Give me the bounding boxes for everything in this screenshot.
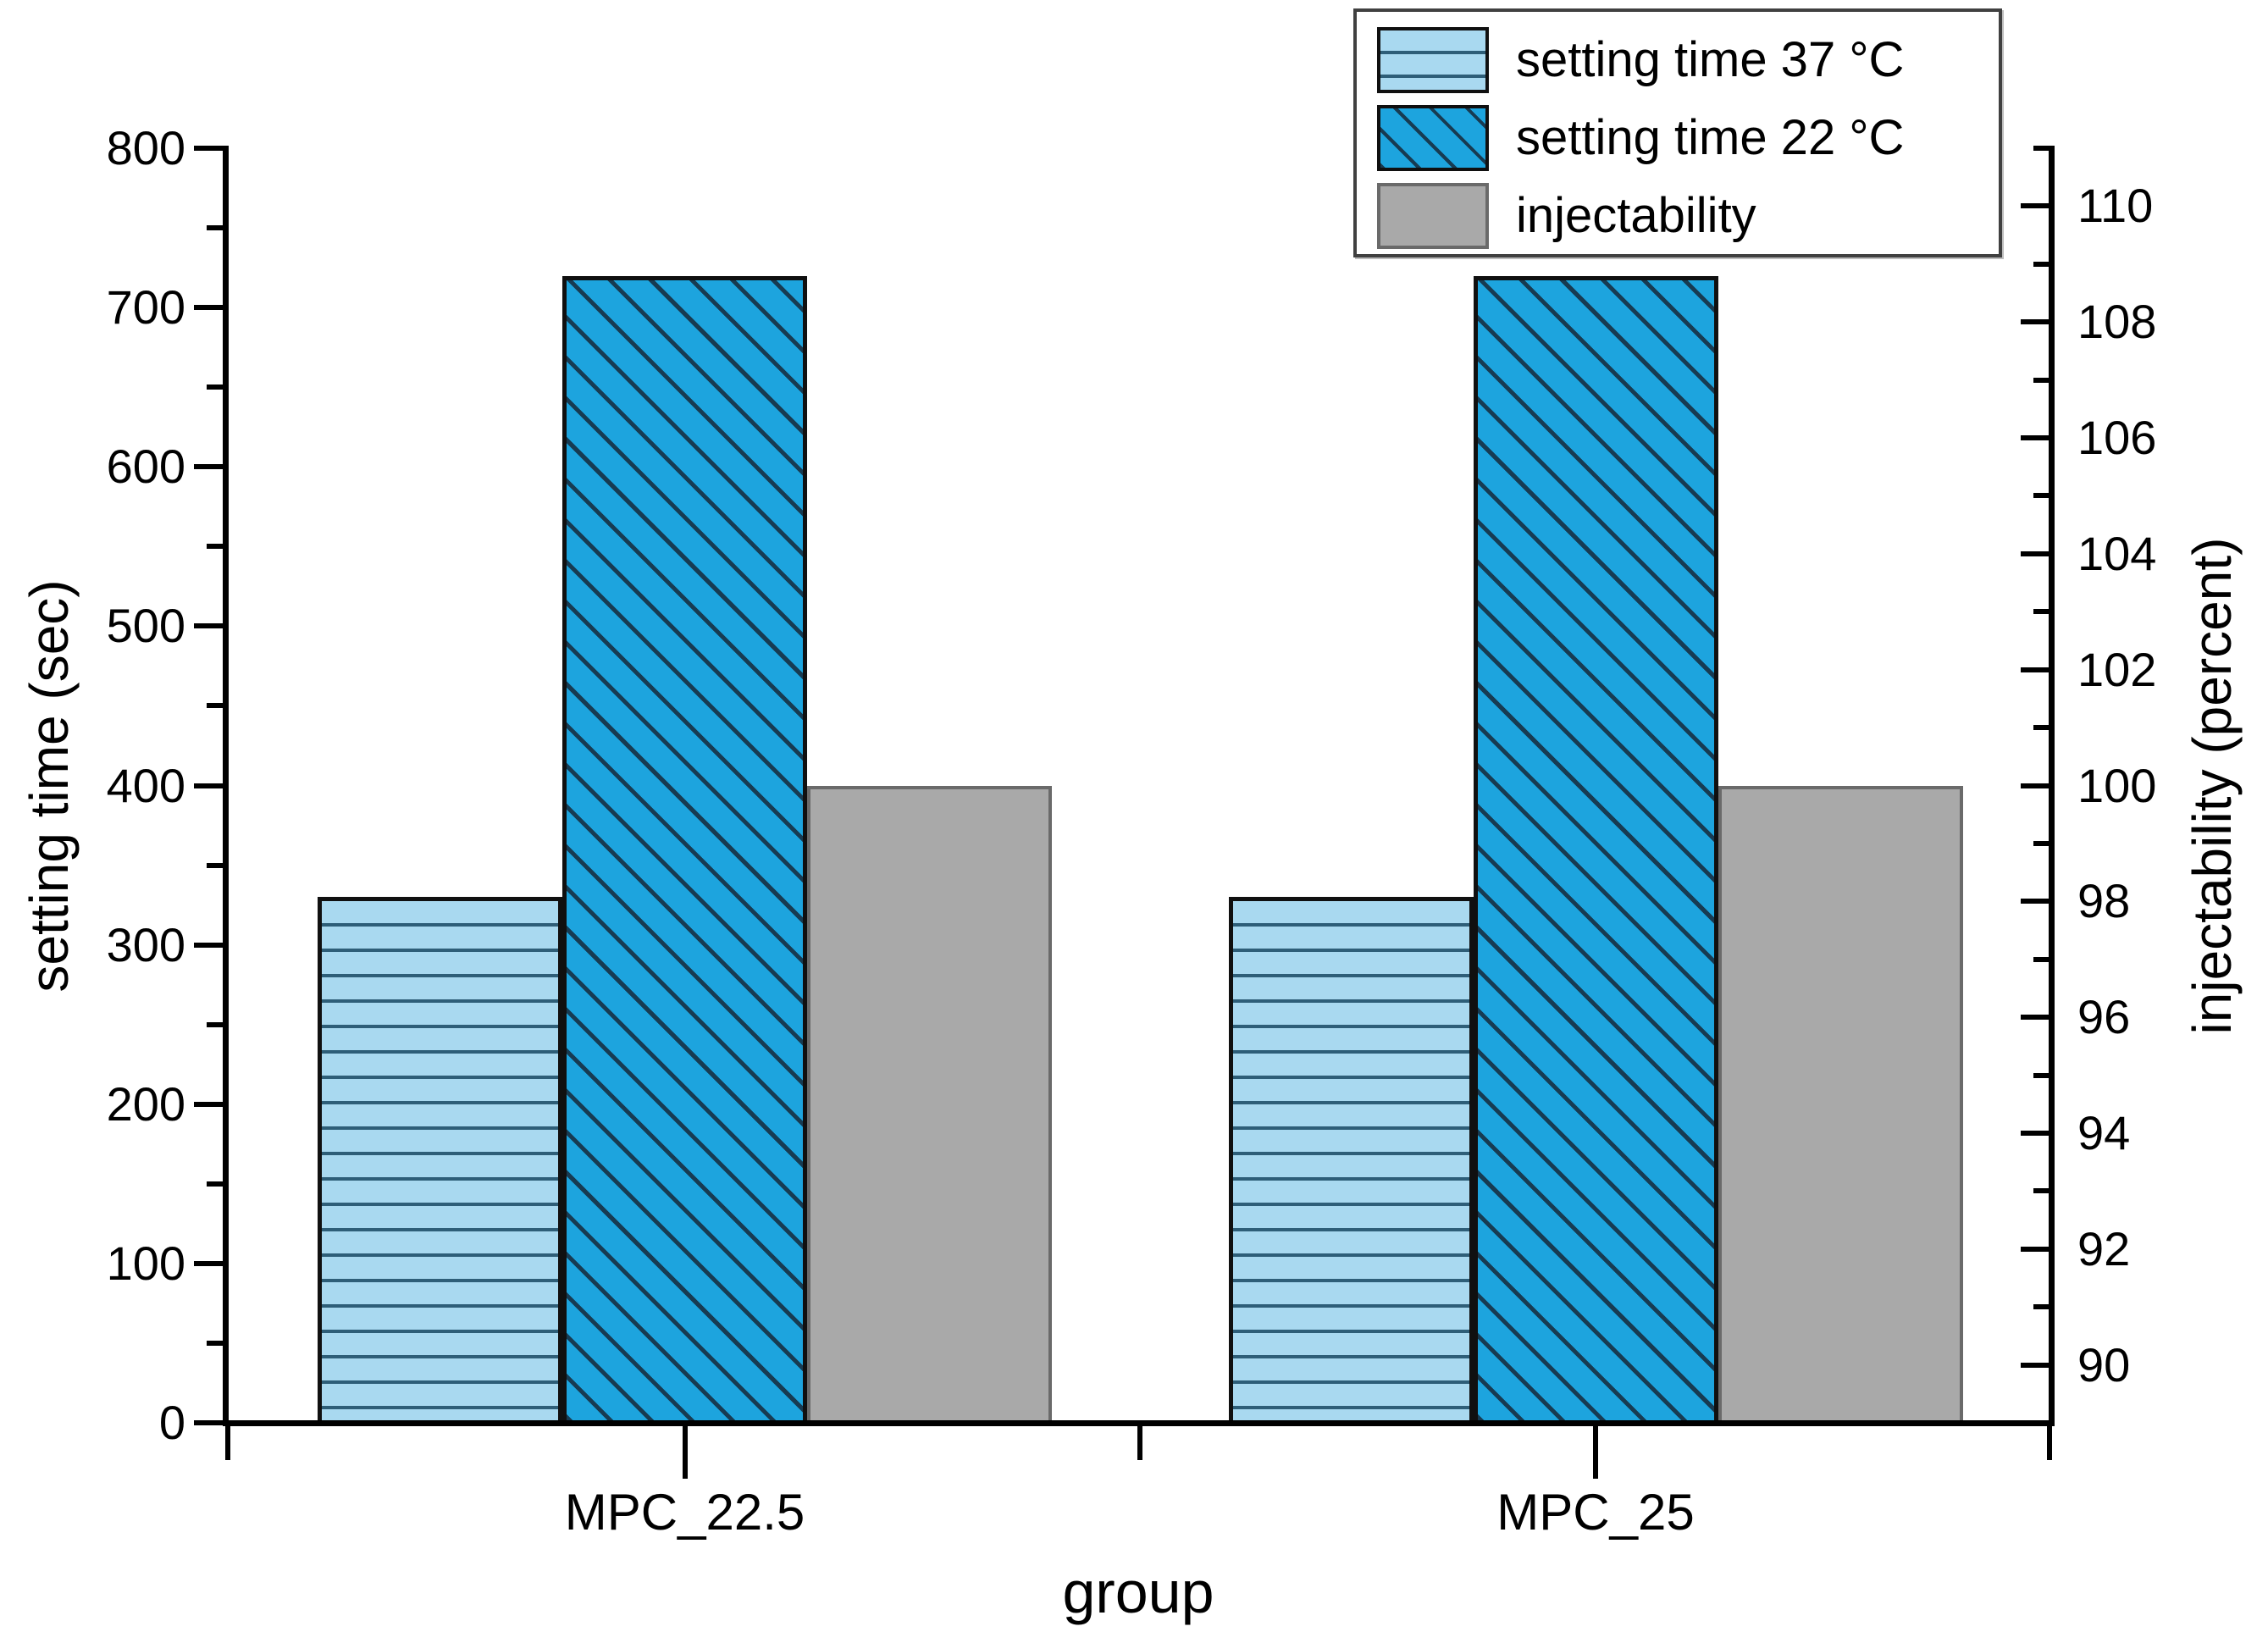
- left-minor-tick: [207, 862, 223, 868]
- right-major-tick: [2021, 1130, 2049, 1136]
- right-minor-tick: [2033, 1304, 2049, 1310]
- right-tick-label: 92: [2077, 1221, 2131, 1275]
- left-tick-label: 700: [106, 280, 185, 335]
- right-major-tick: [2021, 1246, 2049, 1252]
- right-tick-label: 102: [2077, 642, 2157, 696]
- right-tick-label: 106: [2077, 411, 2157, 465]
- left-minor-tick: [207, 384, 223, 390]
- x-axis-line: [223, 1420, 2055, 1426]
- bar-MPC_22.5-series2: [807, 785, 1052, 1425]
- left-tick-label: 600: [106, 440, 185, 494]
- left-major-tick: [194, 623, 223, 629]
- left-tick-label: 500: [106, 599, 185, 653]
- right-tick-label: 104: [2077, 526, 2157, 580]
- left-minor-tick: [207, 703, 223, 709]
- x-boundary-tick: [225, 1426, 230, 1460]
- legend-swatch-series2: [1377, 183, 1489, 249]
- right-major-tick: [2021, 1362, 2049, 1368]
- left-minor-tick: [207, 1340, 223, 1346]
- right-minor-tick: [2033, 146, 2049, 151]
- x-category-tick: [682, 1426, 688, 1479]
- right-major-tick: [2021, 319, 2049, 325]
- left-major-tick: [194, 464, 223, 470]
- x-axis-title: group: [1062, 1559, 1214, 1625]
- right-major-tick: [2021, 667, 2049, 672]
- right-major-tick: [2021, 899, 2049, 905]
- right-tick-label: 96: [2077, 990, 2131, 1044]
- left-minor-tick: [207, 544, 223, 550]
- left-major-tick: [194, 305, 223, 311]
- right-minor-tick: [2033, 493, 2049, 499]
- right-axis-title: injectability (percent): [2182, 537, 2243, 1034]
- right-minor-tick: [2033, 1188, 2049, 1194]
- left-major-tick: [194, 783, 223, 788]
- left-major-tick: [194, 942, 223, 948]
- right-minor-tick: [2033, 609, 2049, 615]
- bar-MPC_22.5-series1: [562, 275, 807, 1425]
- left-minor-tick: [207, 1021, 223, 1027]
- right-major-tick: [2021, 783, 2049, 788]
- right-tick-label: 98: [2077, 874, 2131, 928]
- left-minor-tick: [207, 1181, 223, 1187]
- right-minor-tick: [2033, 1072, 2049, 1078]
- left-tick-label: 0: [158, 1396, 185, 1449]
- legend-swatch-series0: [1377, 27, 1489, 93]
- right-minor-tick: [2033, 956, 2049, 962]
- right-tick-label: 90: [2077, 1337, 2131, 1391]
- legend-label-series2: injectability: [1516, 188, 1756, 243]
- right-axis-line: [2049, 146, 2055, 1426]
- x-boundary-tick: [1137, 1426, 1143, 1460]
- bar-MPC_25-series1: [1473, 275, 1718, 1425]
- right-tick-label: 100: [2077, 758, 2157, 812]
- left-tick-label: 400: [106, 758, 185, 812]
- right-major-tick: [2021, 435, 2049, 441]
- x-boundary-tick: [2047, 1426, 2052, 1460]
- left-major-tick: [194, 1420, 223, 1425]
- bar-MPC_22.5-series0: [318, 897, 562, 1425]
- x-category-tick: [1593, 1426, 1598, 1479]
- legend-swatch-series1: [1377, 105, 1489, 171]
- left-tick-label: 200: [106, 1076, 185, 1131]
- right-minor-tick: [2033, 377, 2049, 383]
- bar-MPC_25-series2: [1718, 785, 1963, 1425]
- legend-label-series0: setting time 37 °C: [1516, 32, 1905, 87]
- right-major-tick: [2021, 550, 2049, 556]
- left-tick-label: 300: [106, 917, 185, 971]
- bar-MPC_25-series0: [1228, 897, 1474, 1425]
- right-minor-tick: [2033, 840, 2049, 846]
- right-major-tick: [2021, 1015, 2049, 1021]
- left-tick-label: 800: [106, 121, 185, 174]
- right-minor-tick: [2033, 725, 2049, 731]
- right-tick-label: 94: [2077, 1105, 2131, 1159]
- left-major-tick: [194, 1101, 223, 1107]
- left-axis-line: [223, 146, 229, 1426]
- left-major-tick: [194, 1260, 223, 1266]
- legend-label-series1: setting time 22 °C: [1516, 110, 1905, 165]
- right-tick-label: 108: [2077, 295, 2157, 349]
- legend-box: setting time 37 °C setting time 22 °C inje…: [1353, 8, 2002, 257]
- right-major-tick: [2021, 203, 2049, 209]
- x-category-label: MPC_25: [1496, 1484, 1695, 1541]
- right-minor-tick: [2033, 261, 2049, 267]
- left-major-tick: [194, 146, 223, 151]
- x-category-label: MPC_22.5: [564, 1484, 805, 1541]
- left-tick-label: 100: [106, 1236, 185, 1290]
- right-tick-label: 110: [2077, 179, 2154, 233]
- left-minor-tick: [207, 225, 223, 231]
